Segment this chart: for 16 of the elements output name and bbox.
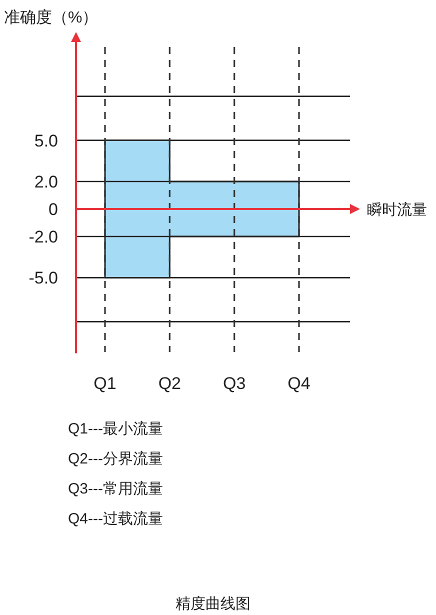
y-tick-label: 5.0 bbox=[34, 131, 58, 150]
y-axis-title: 准确度（%） bbox=[4, 8, 98, 27]
text: Q1---最小流量 bbox=[68, 420, 163, 438]
text: 精度曲线图 bbox=[176, 595, 250, 612]
y-tick-label: -2.0 bbox=[28, 227, 58, 246]
x-tick-label: Q1 bbox=[94, 374, 116, 393]
text: Q2---分界流量 bbox=[68, 450, 163, 468]
y-tick-label: -5.0 bbox=[28, 268, 58, 288]
x-tick-label: Q4 bbox=[288, 374, 310, 393]
x-tick-label: Q3 bbox=[222, 374, 246, 393]
x-tick-label: Q2 bbox=[158, 374, 182, 393]
text: Q3---常用流量 bbox=[68, 480, 163, 498]
text: Q4---过载流量 bbox=[68, 510, 163, 528]
y-tick-label: 2.0 bbox=[34, 172, 58, 192]
y-tick-label: 0 bbox=[48, 200, 58, 219]
x-axis-title: 瞬时流量 bbox=[367, 201, 427, 218]
